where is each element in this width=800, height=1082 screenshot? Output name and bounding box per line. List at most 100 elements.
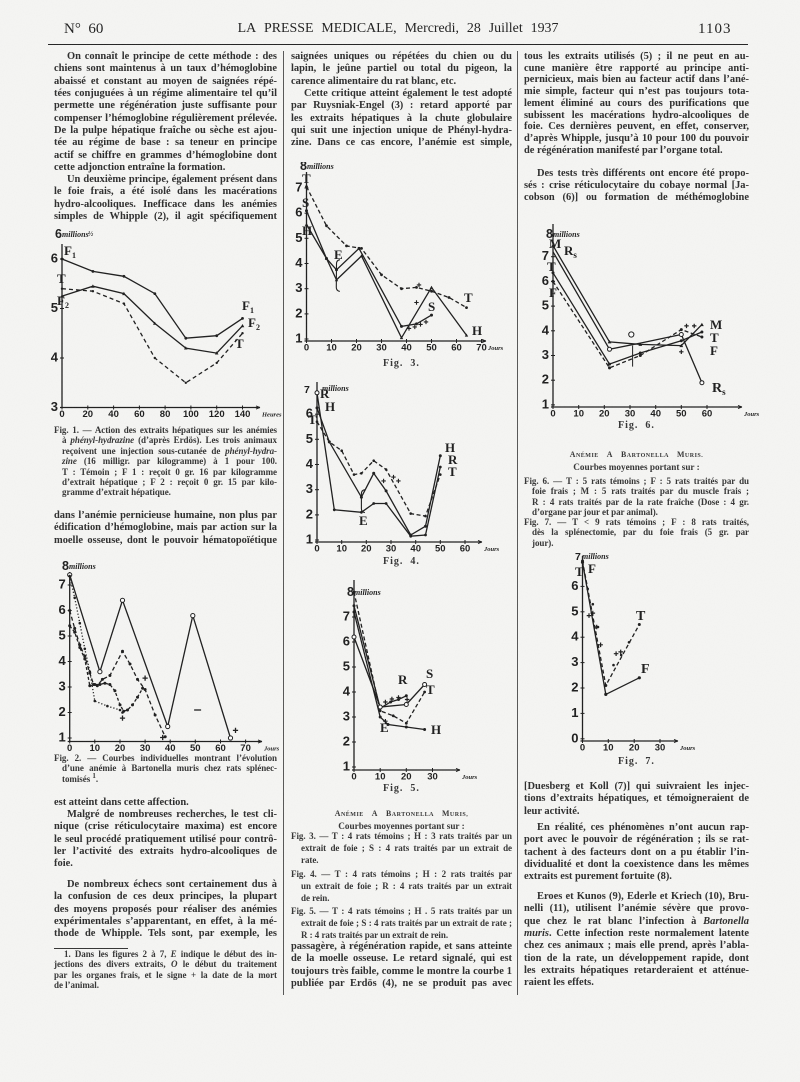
svg-text:7: 7: [58, 577, 65, 592]
svg-text:40: 40: [165, 743, 176, 754]
svg-text:4: 4: [295, 255, 303, 270]
svg-text:F2: F2: [248, 315, 260, 332]
svg-text:20: 20: [83, 409, 94, 420]
svg-text:millions: millions: [307, 162, 334, 171]
svg-text:millions: millions: [582, 552, 609, 561]
svg-text:F: F: [549, 285, 557, 300]
svg-text:Jours: Jours: [263, 746, 280, 753]
svg-text:6: 6: [51, 251, 58, 266]
svg-text:T: T: [636, 609, 646, 624]
svg-text:T: T: [235, 336, 244, 351]
svg-text:4: 4: [542, 322, 550, 337]
svg-text:F: F: [588, 561, 596, 576]
svg-text:3: 3: [542, 347, 549, 362]
svg-text:F1: F1: [242, 298, 254, 315]
svg-text:60: 60: [451, 343, 462, 354]
svg-text:E: E: [359, 513, 368, 528]
svg-text:0: 0: [571, 730, 578, 745]
svg-text:0: 0: [550, 409, 555, 420]
svg-text:30: 30: [625, 409, 636, 420]
svg-text:4: 4: [343, 684, 351, 699]
svg-text:3: 3: [295, 280, 302, 295]
svg-text:6: 6: [542, 273, 549, 288]
svg-text:5: 5: [343, 659, 350, 674]
svg-text:Jours: Jours: [461, 774, 478, 781]
svg-text:20: 20: [629, 743, 640, 753]
svg-text:2: 2: [306, 506, 313, 521]
svg-text:3: 3: [58, 679, 65, 694]
svg-text:4: 4: [58, 653, 66, 668]
svg-text:2: 2: [343, 734, 350, 749]
svg-text:T: T: [575, 564, 584, 579]
svg-text:10: 10: [573, 409, 584, 420]
svg-text:H: H: [325, 399, 335, 414]
svg-text:T: T: [547, 259, 556, 274]
svg-text:70: 70: [476, 343, 487, 354]
svg-text:2: 2: [571, 680, 578, 695]
svg-text:4: 4: [571, 629, 579, 644]
svg-text:S: S: [426, 666, 433, 681]
svg-text:F2: F2: [57, 293, 69, 310]
svg-text:30: 30: [376, 343, 387, 354]
svg-text:2: 2: [295, 305, 302, 320]
svg-text:4: 4: [306, 456, 314, 471]
svg-text:30: 30: [386, 544, 397, 553]
svg-text:10: 10: [375, 772, 386, 783]
svg-text:6: 6: [571, 578, 578, 593]
svg-text:Jours: Jours: [483, 546, 500, 552]
svg-text:8: 8: [62, 559, 69, 573]
svg-text:2: 2: [542, 372, 549, 387]
svg-text:T: T: [302, 171, 311, 186]
svg-text:140: 140: [235, 409, 251, 420]
svg-text:millions: millions: [354, 588, 381, 597]
svg-text:½: ½: [88, 230, 94, 238]
svg-text:5: 5: [58, 628, 65, 643]
svg-text:Jours: Jours: [743, 411, 760, 418]
svg-text:3: 3: [51, 399, 58, 414]
svg-text:20: 20: [351, 343, 362, 354]
svg-text:5: 5: [571, 603, 578, 618]
svg-text:1: 1: [306, 532, 313, 547]
svg-text:6: 6: [343, 634, 350, 649]
svg-text:50: 50: [676, 409, 687, 420]
svg-text:0: 0: [67, 743, 72, 754]
svg-text:10: 10: [603, 743, 614, 753]
svg-text:7: 7: [343, 609, 350, 624]
svg-text:10: 10: [90, 743, 101, 754]
svg-text:M: M: [549, 236, 561, 251]
svg-text:3: 3: [343, 709, 350, 724]
svg-text:F1: F1: [64, 243, 76, 260]
svg-text:20: 20: [361, 544, 372, 553]
svg-text:T: T: [308, 412, 317, 427]
svg-text:1: 1: [295, 331, 302, 346]
svg-text:60: 60: [134, 409, 145, 420]
svg-text:H: H: [472, 323, 482, 338]
svg-text:30: 30: [427, 772, 438, 783]
svg-text:0: 0: [580, 743, 585, 753]
svg-text:H: H: [431, 722, 441, 737]
svg-text:7: 7: [304, 384, 310, 396]
svg-text:R: R: [398, 672, 408, 687]
svg-text:7: 7: [575, 552, 581, 563]
svg-text:1: 1: [542, 396, 549, 411]
svg-text:70: 70: [240, 743, 251, 754]
svg-text:Rs: Rs: [564, 243, 577, 260]
svg-text:80: 80: [160, 409, 171, 420]
svg-text:H: H: [302, 223, 312, 238]
svg-text:S: S: [302, 195, 309, 210]
svg-text:E: E: [380, 720, 389, 735]
svg-text:T: T: [57, 271, 66, 286]
svg-text:2: 2: [58, 704, 65, 719]
svg-text:T: T: [426, 682, 435, 697]
svg-text:3: 3: [571, 654, 578, 669]
svg-text:millions: millions: [69, 562, 96, 571]
svg-text:6: 6: [58, 602, 65, 617]
svg-text:0: 0: [351, 772, 356, 783]
svg-text:T: T: [464, 290, 473, 305]
svg-text:60: 60: [460, 544, 471, 553]
svg-text:S: S: [428, 299, 435, 314]
svg-text:50: 50: [190, 743, 201, 754]
svg-text:60: 60: [702, 409, 713, 420]
svg-text:40: 40: [108, 409, 119, 420]
svg-text:5: 5: [306, 431, 313, 446]
